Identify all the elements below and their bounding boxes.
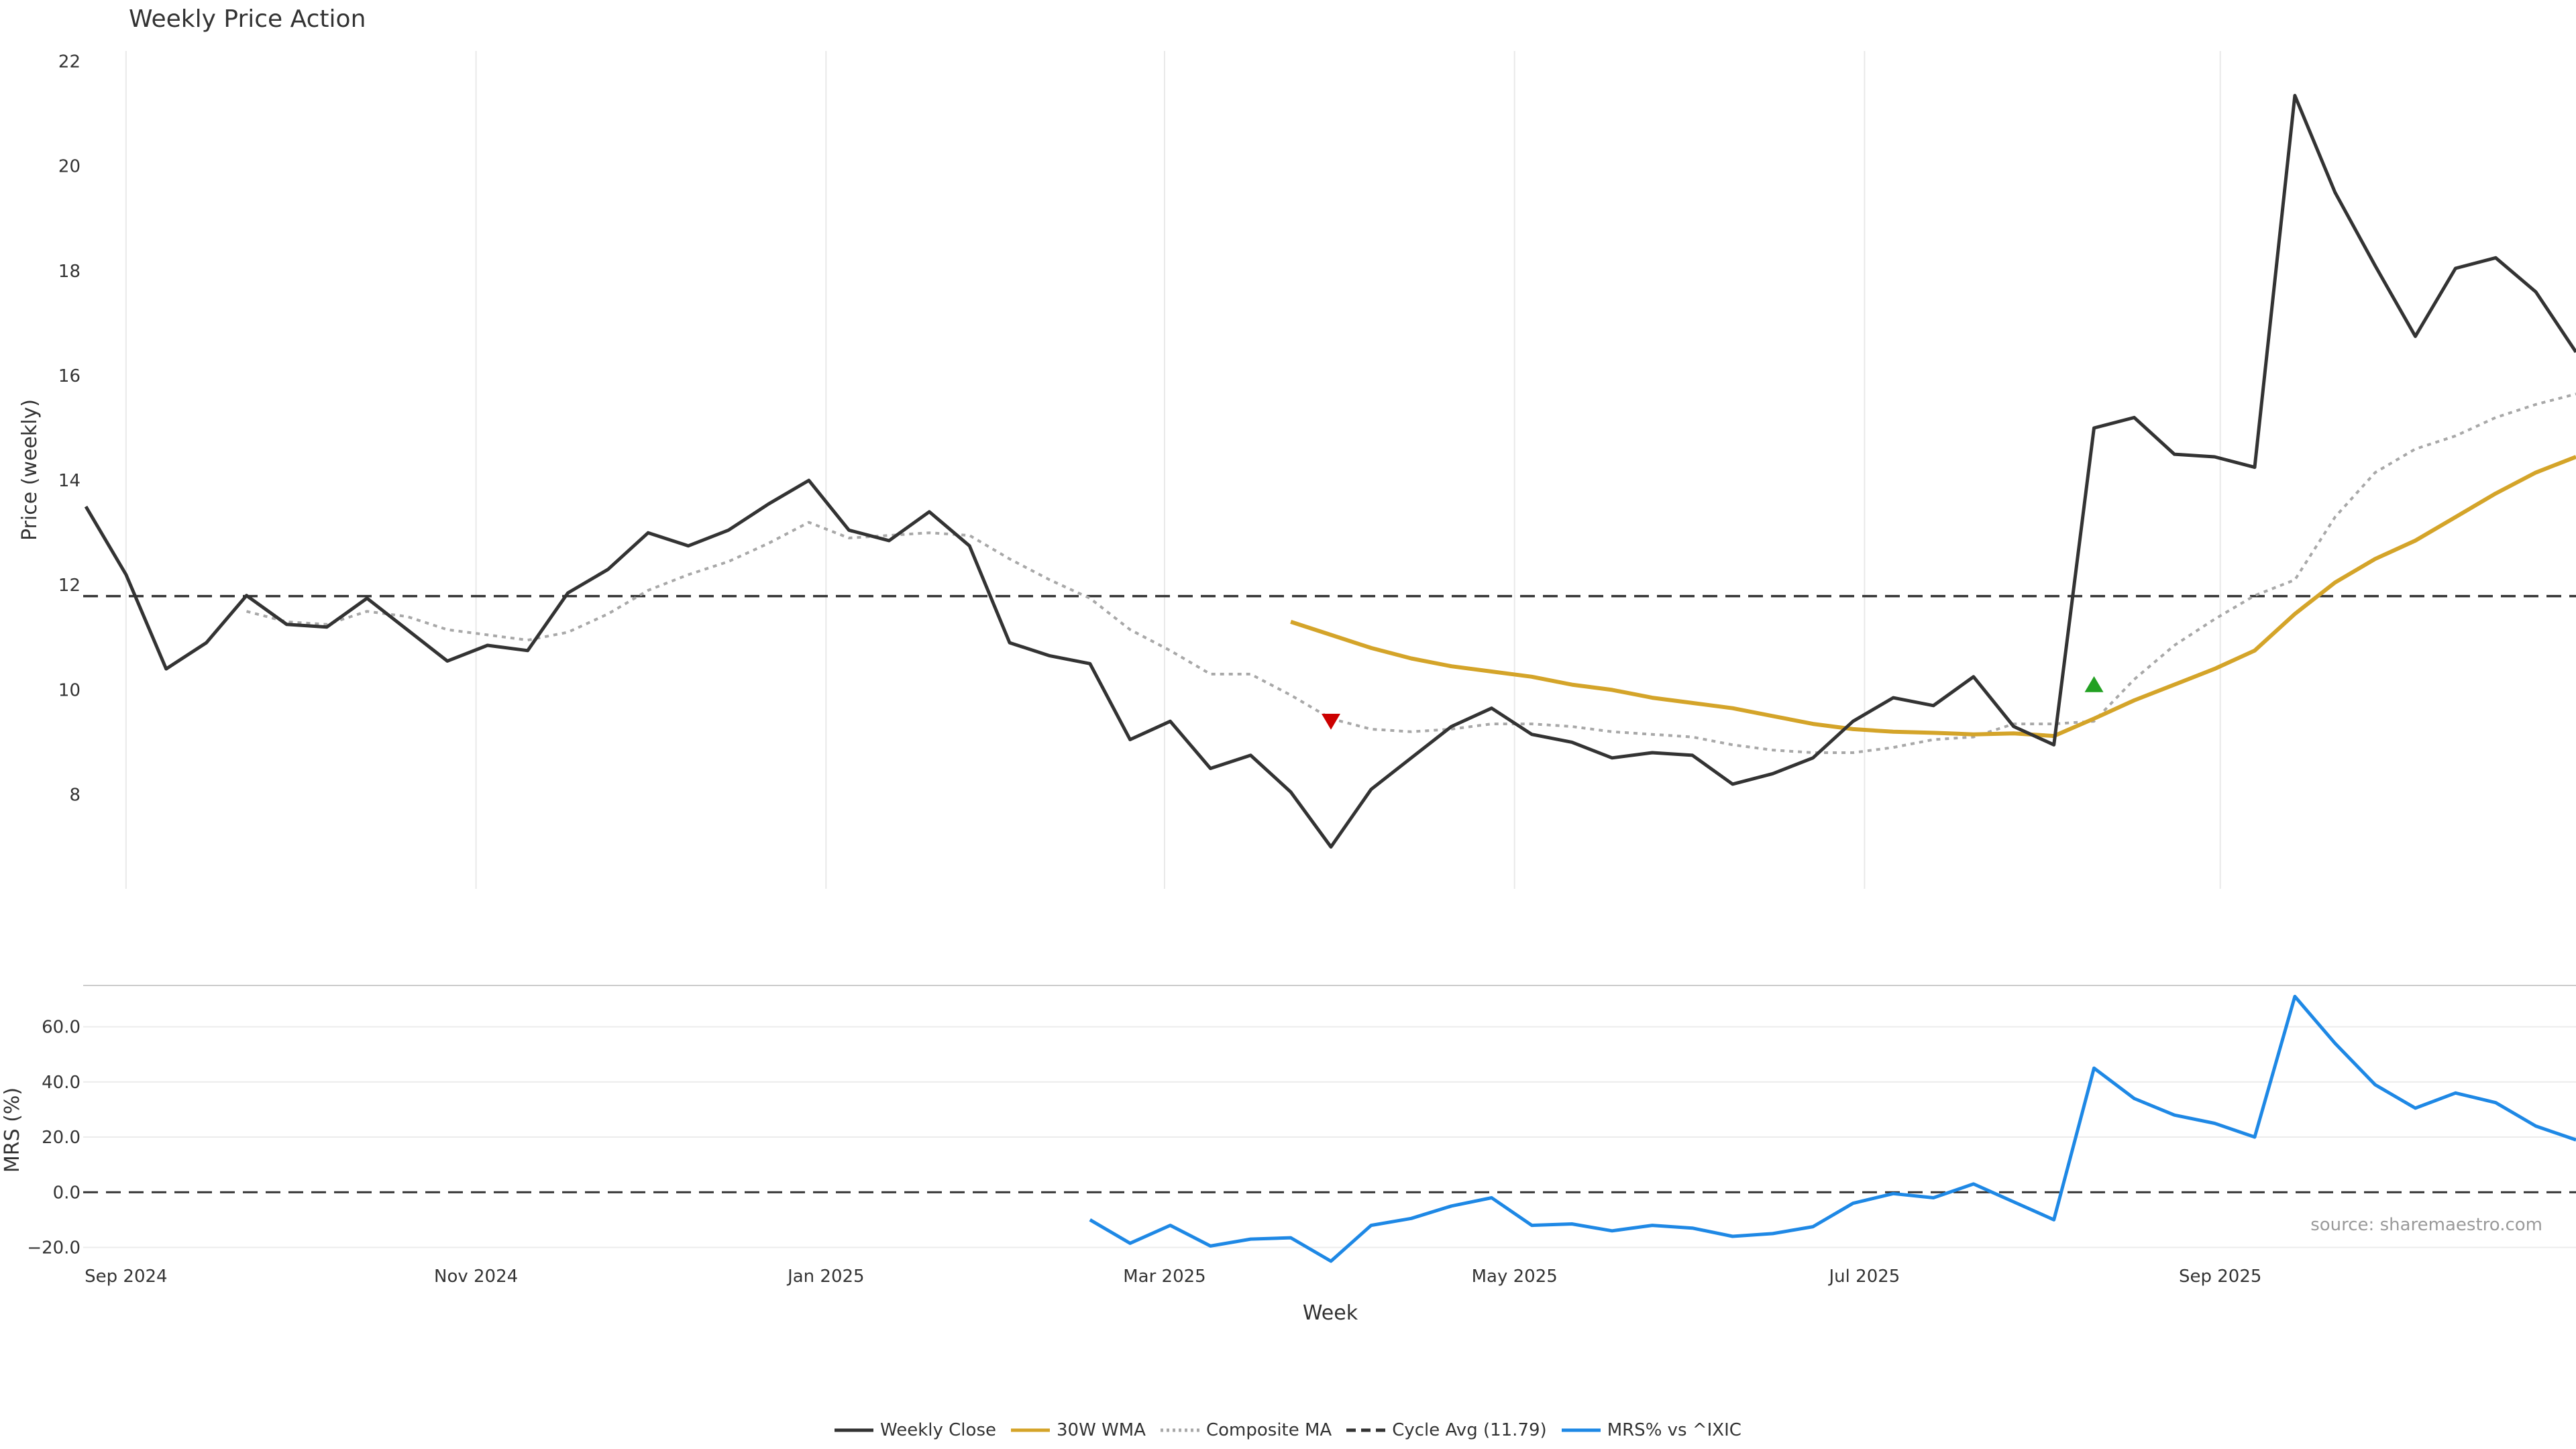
composite-ma-line (246, 392, 2576, 754)
price-y-ticks: 8 10 12 14 16 18 20 22 (58, 52, 80, 806)
price-y-tick-label: 18 (58, 262, 80, 282)
mrs-y-tick-label: 40.0 (42, 1073, 80, 1093)
price-y-tick-label: 14 (58, 471, 80, 491)
sell-signal-marker (1322, 714, 1340, 730)
legend: Weekly Close 30W WMA Composite MA Cycle Avg… (0, 1417, 2576, 1444)
legend-swatch (835, 1428, 874, 1432)
legend-item: Cycle Avg (11.79) (1346, 1420, 1547, 1440)
legend-label: MRS% vs ^IXIC (1607, 1420, 1741, 1440)
legend-item: Composite MA (1160, 1420, 1332, 1440)
legend-item: MRS% vs ^IXIC (1561, 1420, 1741, 1440)
legend-label: 30W WMA (1056, 1420, 1146, 1440)
x-tick-label: Sep 2025 (2179, 1267, 2261, 1287)
legend-swatch (1160, 1428, 1199, 1432)
mrs-grid (83, 1026, 2576, 1248)
legend-label: Composite MA (1205, 1420, 1332, 1440)
mrs-y-tick-label: 0.0 (53, 1183, 80, 1203)
price-y-tick-label: 22 (58, 52, 80, 72)
mrs-series (1089, 994, 2576, 1263)
price-y-tick-label: 10 (58, 680, 80, 700)
legend-item: 30W WMA (1010, 1420, 1146, 1440)
x-axis-label: Week (1303, 1301, 1358, 1325)
mrs-y-tick-label: 20.0 (42, 1128, 80, 1148)
chart-title: Weekly Price Action (129, 5, 366, 33)
x-ticks: Sep 2024 Nov 2024 Jan 2025 Mar 2025 May 2025… (85, 1267, 2261, 1287)
legend-item: Weekly Close (835, 1420, 996, 1440)
x-tick-label: Mar 2025 (1123, 1267, 1206, 1287)
x-tick-label: Sep 2024 (85, 1267, 167, 1287)
legend-label: Cycle Avg (11.79) (1392, 1420, 1547, 1440)
mrs-line (1089, 994, 2576, 1263)
mrs-y-axis-label: MRS (%) (1, 1087, 24, 1173)
source-note: source: sharemaestro.com (2310, 1215, 2542, 1235)
price-grid (125, 51, 2221, 889)
price-series (84, 93, 2576, 849)
price-y-axis-label: Price (weekly) (18, 399, 42, 541)
wma-30w-line (1290, 455, 2576, 739)
buy-signal-marker (2084, 676, 2104, 692)
mrs-y-tick-label: −20.0 (27, 1238, 80, 1258)
legend-label: Weekly Close (880, 1420, 996, 1440)
price-markers (1322, 676, 2104, 730)
legend-swatch (1561, 1428, 1601, 1432)
price-y-tick-label: 12 (58, 576, 80, 596)
legend-swatch (1346, 1428, 1386, 1432)
mrs-y-ticks: −20.0 0.0 20.0 40.0 60.0 (27, 1018, 80, 1258)
mrs-y-tick-label: 60.0 (42, 1018, 80, 1038)
x-tick-label: Jan 2025 (786, 1267, 865, 1287)
price-y-tick-label: 8 (69, 785, 80, 805)
price-y-tick-label: 20 (58, 157, 80, 177)
x-tick-label: Jul 2025 (1828, 1267, 1900, 1287)
legend-swatch (1010, 1428, 1050, 1432)
price-y-tick-label: 16 (58, 366, 80, 386)
x-tick-label: Nov 2024 (434, 1267, 518, 1287)
x-tick-label: May 2025 (1472, 1267, 1558, 1287)
weekly-close-line (84, 93, 2576, 849)
